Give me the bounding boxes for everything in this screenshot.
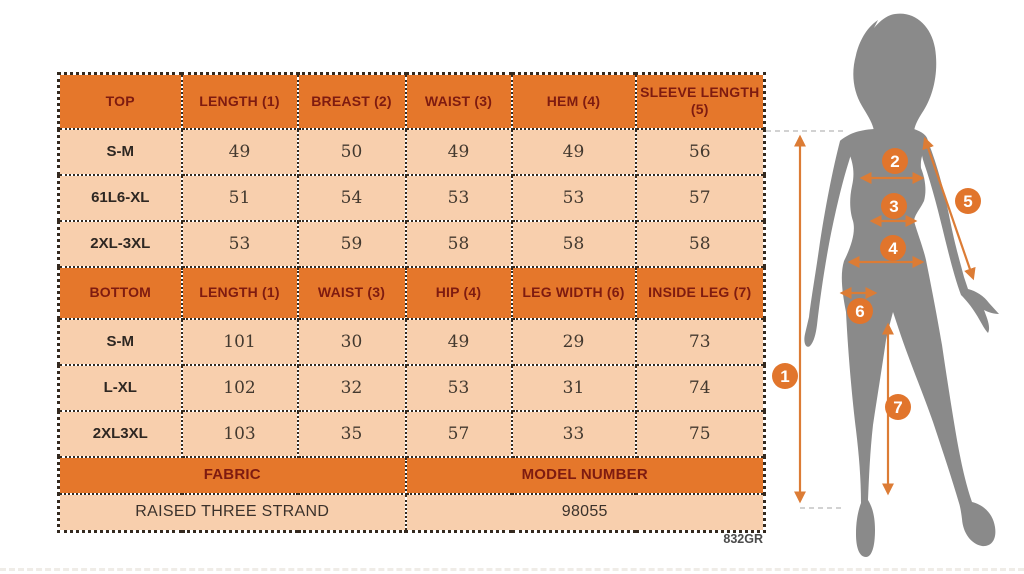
value-cell: 57 <box>634 173 766 222</box>
table-row: 2XL3XL 103 35 57 33 75 <box>57 409 766 458</box>
badge-7-label: 7 <box>893 398 902 417</box>
woman-silhouette-icon <box>804 13 999 557</box>
bottom-dashed-edge <box>0 568 1024 571</box>
table-row: 2XL-3XL 53 59 58 58 58 <box>57 219 766 268</box>
size-label: 61L6-XL <box>57 173 183 222</box>
table-row: 61L6-XL 51 54 53 53 57 <box>57 173 766 222</box>
fabric-value: RAISED THREE STRAND <box>57 492 407 533</box>
value-cell: 29 <box>510 317 637 366</box>
size-label: L-XL <box>57 363 183 412</box>
value-cell: 75 <box>634 409 766 458</box>
value-cell: 58 <box>404 219 513 268</box>
value-cell: 54 <box>296 173 407 222</box>
size-label: S-M <box>57 127 183 176</box>
badge-4-label: 4 <box>888 239 898 258</box>
value-cell: 73 <box>634 317 766 366</box>
sheet-code: 832GR <box>723 532 763 546</box>
header-length-1: LENGTH (1) <box>180 265 299 320</box>
bottom-header-row: BOTTOM LENGTH (1) WAIST (3) HIP (4) LEG … <box>57 265 766 320</box>
value-cell: 58 <box>510 219 637 268</box>
size-chart-table: TOP LENGTH (1) BREAST (2) WAIST (3) HEM … <box>57 72 766 533</box>
header-leg-width-6: LEG WIDTH (6) <box>510 265 637 320</box>
header-hip-4: HIP (4) <box>404 265 513 320</box>
value-cell: 102 <box>180 363 299 412</box>
value-cell: 49 <box>404 317 513 366</box>
value-cell: 74 <box>634 363 766 412</box>
measurement-figure: 1 2 3 4 5 6 7 <box>766 13 999 557</box>
value-cell: 35 <box>296 409 407 458</box>
value-cell: 101 <box>180 317 299 366</box>
header-hem-4: HEM (4) <box>510 72 637 130</box>
table-row: S-M 101 30 49 29 73 <box>57 317 766 366</box>
value-cell: 51 <box>180 173 299 222</box>
value-cell: 33 <box>510 409 637 458</box>
value-cell: 53 <box>510 173 637 222</box>
header-breast-2: BREAST (2) <box>296 72 407 130</box>
measurement-badges: 1 2 3 4 5 6 7 <box>772 148 981 420</box>
measurement-arrows <box>793 134 976 504</box>
size-chart: TOP LENGTH (1) BREAST (2) WAIST (3) HEM … <box>57 72 766 533</box>
size-label: 2XL3XL <box>57 409 183 458</box>
value-cell: 50 <box>296 127 407 176</box>
value-cell: 49 <box>510 127 637 176</box>
header-inside-leg-7: INSIDE LEG (7) <box>634 265 766 320</box>
value-cell: 53 <box>404 173 513 222</box>
sleeve-arrow <box>922 136 976 281</box>
value-cell: 53 <box>180 219 299 268</box>
badge-3-label: 3 <box>889 197 898 216</box>
value-cell: 103 <box>180 409 299 458</box>
table-row: S-M 49 50 49 49 56 <box>57 127 766 176</box>
value-cell: 53 <box>404 363 513 412</box>
top-header-row: TOP LENGTH (1) BREAST (2) WAIST (3) HEM … <box>57 72 766 130</box>
badge-5-label: 5 <box>963 192 972 211</box>
badge-3: 3 <box>881 193 907 219</box>
header-sleeve-length-5: SLEEVE LENGTH (5) <box>634 72 766 130</box>
footer-value-row: RAISED THREE STRAND 98055 <box>57 492 766 533</box>
value-cell: 30 <box>296 317 407 366</box>
size-label: 2XL-3XL <box>57 219 183 268</box>
value-cell: 31 <box>510 363 637 412</box>
header-waist-3: WAIST (3) <box>296 265 407 320</box>
badge-4: 4 <box>880 235 906 261</box>
value-cell: 58 <box>634 219 766 268</box>
header-top: TOP <box>57 72 183 130</box>
footer-header-row: FABRIC MODEL NUMBER <box>57 455 766 495</box>
value-cell: 49 <box>404 127 513 176</box>
table-row: L-XL 102 32 53 31 74 <box>57 363 766 412</box>
value-cell: 56 <box>634 127 766 176</box>
badge-1: 1 <box>772 363 798 389</box>
badge-5: 5 <box>955 188 981 214</box>
value-cell: 59 <box>296 219 407 268</box>
model-number-value: 98055 <box>404 492 766 533</box>
badge-1-label: 1 <box>780 367 789 386</box>
badge-7: 7 <box>885 394 911 420</box>
value-cell: 57 <box>404 409 513 458</box>
badge-2-label: 2 <box>890 152 899 171</box>
value-cell: 49 <box>180 127 299 176</box>
badge-6: 6 <box>847 298 873 324</box>
header-model-number: MODEL NUMBER <box>404 455 766 495</box>
header-bottom: BOTTOM <box>57 265 183 320</box>
header-length-1: LENGTH (1) <box>180 72 299 130</box>
header-fabric: FABRIC <box>57 455 407 495</box>
header-waist-3: WAIST (3) <box>404 72 513 130</box>
size-label: S-M <box>57 317 183 366</box>
badge-2: 2 <box>882 148 908 174</box>
value-cell: 32 <box>296 363 407 412</box>
badge-6-label: 6 <box>855 302 864 321</box>
